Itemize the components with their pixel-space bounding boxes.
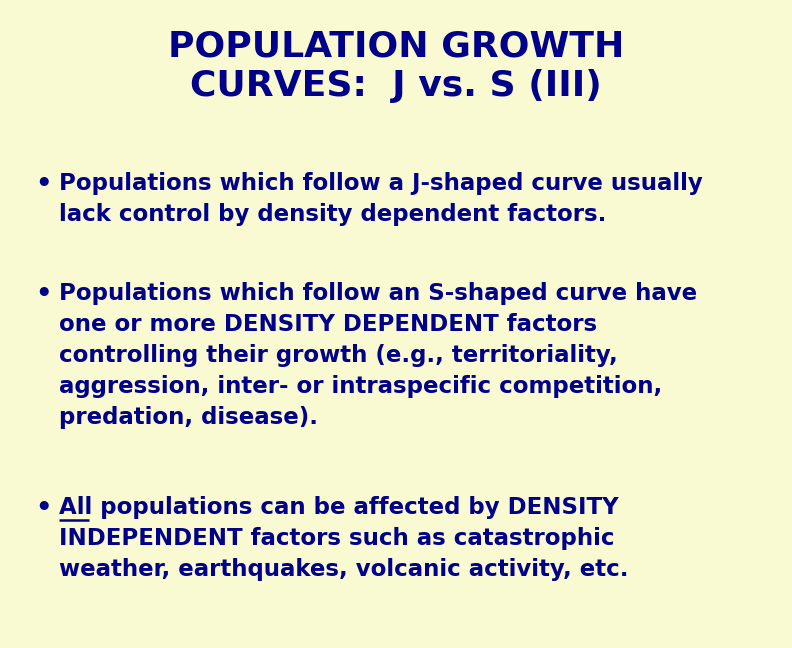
Text: •: • xyxy=(36,282,52,308)
Text: •: • xyxy=(36,496,52,522)
Text: All populations can be affected by DENSITY
INDEPENDENT factors such as catastrop: All populations can be affected by DENSI… xyxy=(59,496,629,581)
Text: Populations which follow an S-shaped curve have
one or more DENSITY DEPENDENT fa: Populations which follow an S-shaped cur… xyxy=(59,282,698,429)
Text: •: • xyxy=(36,172,52,198)
Text: Populations which follow a J-shaped curve usually
lack control by density depend: Populations which follow a J-shaped curv… xyxy=(59,172,703,226)
Text: POPULATION GROWTH
CURVES:  J vs. S (III): POPULATION GROWTH CURVES: J vs. S (III) xyxy=(168,29,624,102)
